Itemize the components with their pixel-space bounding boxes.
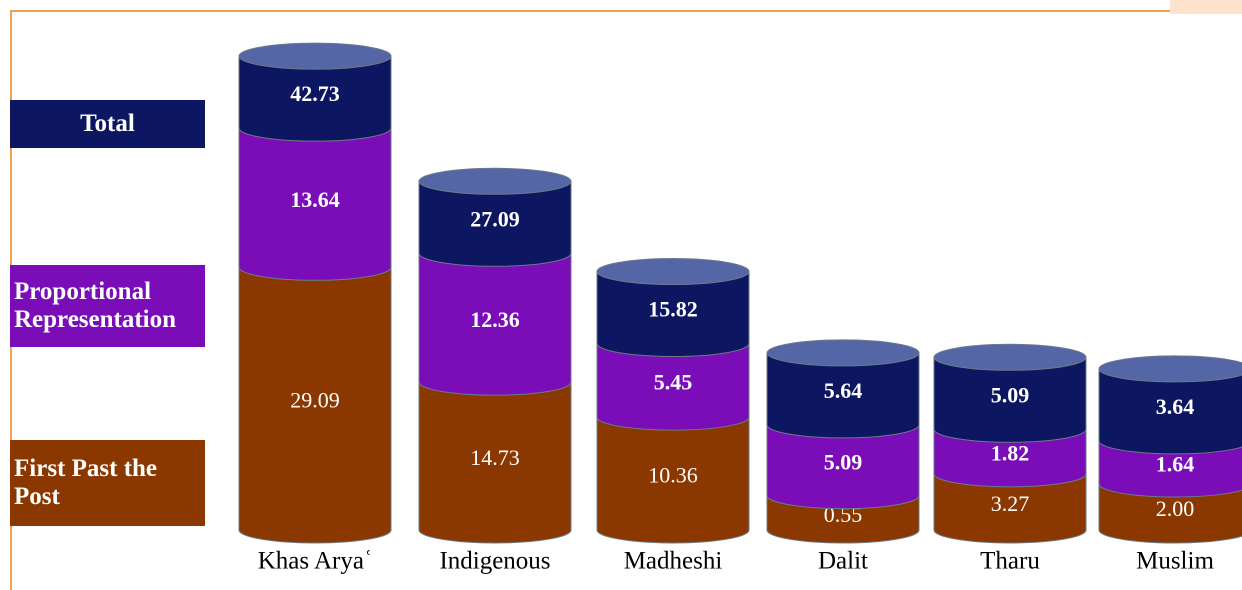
cylinder-segment bbox=[238, 127, 392, 281]
category-label: Dalit bbox=[818, 548, 868, 575]
cylinder-top bbox=[418, 167, 572, 195]
cylinder-top bbox=[596, 258, 750, 286]
category-label: Khas Aryaʿ bbox=[258, 548, 373, 575]
tab bbox=[1170, 0, 1242, 14]
value-label: 1.64 bbox=[1156, 451, 1195, 476]
cylinder-segment bbox=[418, 252, 572, 396]
value-label: 2.00 bbox=[1156, 496, 1195, 521]
cylinder-top bbox=[933, 343, 1087, 371]
legend-item: First Past the Post bbox=[10, 440, 205, 526]
value-label: 29.09 bbox=[290, 388, 340, 413]
cylinder-top bbox=[766, 339, 920, 367]
value-label: 5.09 bbox=[824, 449, 863, 474]
value-label: 14.73 bbox=[470, 445, 520, 470]
cylinder-segment bbox=[1098, 368, 1242, 455]
cylinder-segment bbox=[238, 266, 392, 544]
cylinder-segment bbox=[596, 416, 750, 544]
cylinder-segment bbox=[238, 55, 392, 142]
value-label: 5.09 bbox=[991, 382, 1030, 407]
cylinder-segment bbox=[596, 343, 750, 431]
value-label: 12.36 bbox=[470, 307, 520, 332]
cylinder-segment bbox=[418, 381, 572, 544]
legend-item: Proportional Representation bbox=[10, 265, 205, 347]
cylinder-segment bbox=[596, 271, 750, 358]
category-label: Indigenous bbox=[439, 548, 550, 575]
value-label: 27.09 bbox=[470, 206, 520, 231]
value-label: 5.45 bbox=[654, 369, 693, 394]
cylinder-segment bbox=[933, 356, 1087, 443]
value-label: 42.73 bbox=[290, 81, 340, 106]
cylinder-segment bbox=[766, 424, 920, 510]
value-label: 15.82 bbox=[648, 297, 698, 322]
cylinder-top bbox=[238, 42, 392, 70]
value-label: 3.64 bbox=[1156, 394, 1195, 419]
cylinder-segment bbox=[418, 180, 572, 267]
category-label: Madheshi bbox=[624, 548, 723, 575]
cylinder-segment bbox=[1098, 440, 1242, 498]
category-label: Tharu bbox=[980, 548, 1040, 575]
category-label: Muslim bbox=[1136, 548, 1214, 575]
cylinder-segment bbox=[766, 352, 920, 439]
cylinder-segment bbox=[933, 473, 1087, 544]
cylinder-segment bbox=[933, 428, 1087, 488]
value-label: 5.64 bbox=[824, 378, 863, 403]
cylinder-segment bbox=[766, 495, 920, 544]
cylinder-segment bbox=[1098, 483, 1242, 544]
cylinder-top bbox=[1098, 355, 1242, 383]
legend-item: Total bbox=[10, 100, 205, 148]
value-label: 3.27 bbox=[991, 491, 1030, 516]
value-label: 10.36 bbox=[648, 463, 698, 488]
value-label: 1.82 bbox=[991, 441, 1030, 466]
value-label: 13.64 bbox=[290, 187, 340, 212]
